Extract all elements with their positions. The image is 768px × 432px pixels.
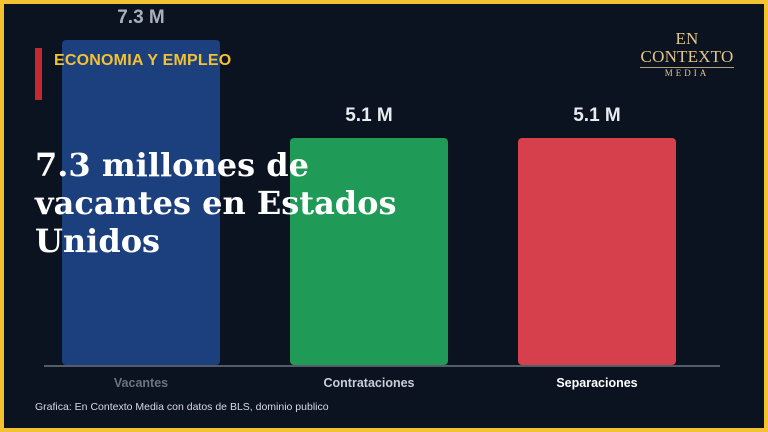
category-label-vacantes: Vacantes	[114, 376, 168, 390]
headline: 7.3 millones de vacantes en Estados Unid…	[35, 146, 397, 260]
logo-line-1: EN CONTEXTO	[640, 29, 734, 66]
section-label: ECONOMIA Y EMPLEO	[54, 52, 232, 69]
data-label-separaciones: 5.1 M	[573, 105, 621, 126]
category-label-separaciones: Separaciones	[556, 376, 637, 390]
source-credit: Grafica: En Contexto Media con datos de …	[35, 401, 329, 413]
labels-layer: 7.3 M Vacantes 5.1 M Contrataciones 5.1 M Sep…	[114, 7, 638, 390]
brand-logo: EN CONTEXTO MEDIA	[632, 30, 742, 78]
graphic-frame: 7.3 M Vacantes 5.1 M Contrataciones 5.1 M Sep…	[4, 4, 764, 428]
data-label-contrataciones: 5.1 M	[345, 105, 393, 126]
logo-rule	[640, 67, 734, 68]
bar-separaciones	[518, 137, 676, 365]
bar-chart: 7.3 M Vacantes 5.1 M Contrataciones 5.1 M Sep…	[44, 7, 720, 390]
logo-line-2: MEDIA	[664, 68, 710, 78]
bar-contrataciones	[290, 137, 448, 365]
section-accent-bar	[35, 48, 42, 100]
category-label-contrataciones: Contrataciones	[324, 376, 415, 390]
data-label-vacantes: 7.3 M	[117, 7, 165, 28]
bar-vacantes	[62, 40, 220, 365]
bars-layer	[62, 40, 676, 365]
